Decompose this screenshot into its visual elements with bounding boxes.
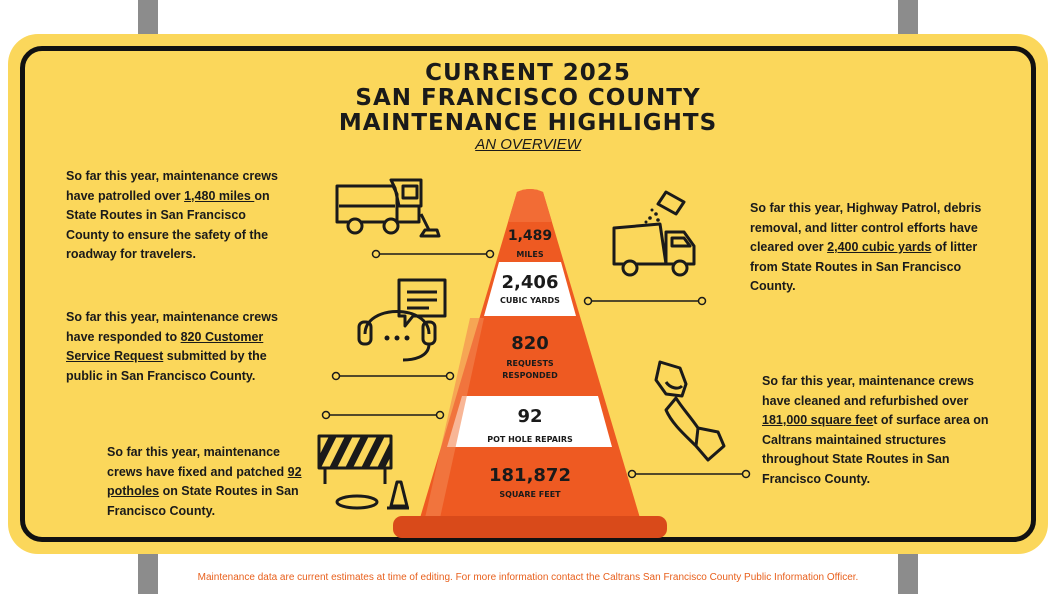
requests-text: So far this year, maintenance crews have… [66,308,291,386]
cone-potholes-label: POT HOLE REPAIRS [487,435,573,444]
miles-text: So far this year, maintenance crews have… [66,167,291,265]
requests-text-pre: So far this year, maintenance crews have… [66,310,278,344]
title-line-1: CURRENT 2025 [425,60,631,86]
street-sweeper-icon [335,178,441,238]
sign-border [20,46,1036,542]
cone-requests-label-2: RESPONDED [502,371,558,380]
potholes-text-pre: So far this year, maintenance crews have… [107,445,288,479]
cone-requests-value: 820 [511,333,549,354]
litter-text-pre: So far this year, Highway Patrol, debris… [750,201,982,254]
surface-text-post: t of surface area on Caltrans maintained… [762,413,989,486]
miles-link[interactable]: 1,480 miles [184,188,255,203]
miles-text-pre: So far this year, maintenance crews have… [66,169,278,203]
cleaning-glove-icon [654,360,726,462]
garbage-truck-icon [612,190,696,277]
cone-cubic-yards-label: CUBIC YARDS [500,296,560,305]
surface-text-pre: So far this year, maintenance crews have… [762,374,974,408]
footer-note: Maintenance data are current estimates a… [197,572,859,583]
sign-post-left-top [138,0,158,40]
cone-requests-label-1: REQUESTS [506,359,554,368]
headset-chat-icon [357,278,447,362]
cone-square-feet-value: 181,872 [489,465,571,486]
requests-text-post: submitted by the public in San Francisco… [66,349,267,383]
surface-link[interactable]: 181,000 square fee [762,413,874,427]
surface-text: So far this year, maintenance crews have… [762,372,992,489]
sign-post-right-bottom [898,550,918,594]
sign-post-left-bottom [138,550,158,594]
potholes-text-post: on State Routes in San Francisco County. [107,484,299,518]
miles-text-post: on State Routes in San Francisco County … [66,188,270,262]
requests-link[interactable]: 820 Customer Service Request [66,329,264,364]
title-line-3: MAINTENANCE HIGHLIGHTS [338,110,718,136]
potholes-link[interactable]: 92 potholes [107,464,302,499]
litter-link[interactable]: 2,400 cubic yards [827,240,932,254]
cone-miles-label: MILES [516,250,544,259]
cone-potholes-value: 92 [517,406,542,427]
litter-text-post: of litter from State Routes in San Franc… [750,240,978,293]
cone-miles-value: 1,489 [508,228,552,244]
cone-cubic-yards-value: 2,406 [502,272,559,293]
potholes-text: So far this year, maintenance crews have… [107,443,302,521]
road-barricade-icon [317,434,409,510]
litter-text: So far this year, Highway Patrol, debris… [750,199,990,297]
sign-post-right-top [898,0,918,40]
subtitle: AN OVERVIEW [475,136,581,153]
cone-square-feet-label: SQUARE FEET [499,490,561,499]
title-line-2: SAN FRANCISCO COUNTY [355,85,701,111]
